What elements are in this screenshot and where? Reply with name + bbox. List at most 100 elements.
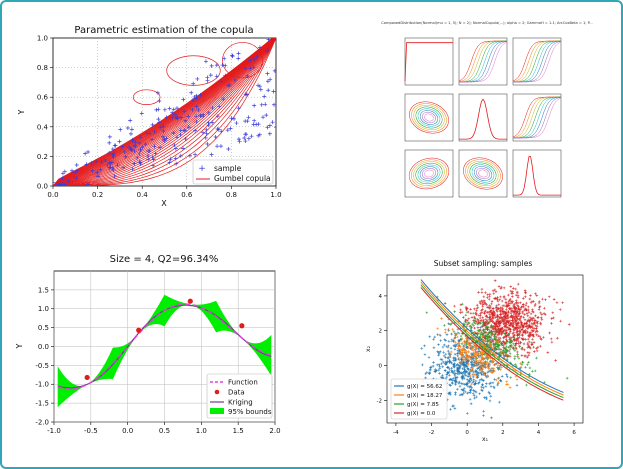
sample-point bbox=[143, 142, 148, 147]
sample-point bbox=[186, 114, 191, 119]
sample-point bbox=[132, 144, 137, 149]
sample-point bbox=[152, 144, 157, 149]
sample-point bbox=[267, 123, 272, 128]
sample-point bbox=[84, 162, 89, 167]
sample-point bbox=[130, 137, 135, 142]
sample-point bbox=[62, 182, 67, 186]
contour-line bbox=[53, 38, 276, 186]
y-tick-label: 4 bbox=[379, 294, 383, 300]
sample-point bbox=[243, 139, 248, 144]
x-tick-label: 0.8 bbox=[226, 191, 237, 199]
pair-panel bbox=[404, 149, 454, 198]
y-tick-label: -1.0 bbox=[35, 381, 49, 389]
threshold-line bbox=[420, 281, 564, 396]
sample-point bbox=[66, 178, 71, 183]
sample-point bbox=[94, 159, 99, 164]
sample-point bbox=[138, 135, 143, 140]
sample-point bbox=[249, 134, 254, 139]
sample-point bbox=[171, 130, 176, 135]
copula-xlabel: X bbox=[161, 199, 167, 208]
sample-point bbox=[175, 135, 180, 140]
contour-line bbox=[53, 38, 275, 186]
x-tick-label: 2.0 bbox=[269, 427, 280, 435]
y-tick-label: 0.2 bbox=[37, 153, 48, 161]
pairplot-title: ComposedDistribution(Normal(mu = 1, 5); … bbox=[381, 21, 592, 25]
sample-point bbox=[265, 79, 270, 84]
sample-point bbox=[153, 151, 158, 156]
sample-point bbox=[151, 157, 156, 162]
threshold-line bbox=[420, 279, 564, 393]
y-tick-label: 0.0 bbox=[37, 182, 48, 190]
sample-point bbox=[107, 140, 112, 145]
subset-legend: g(X) = 56.62 g(X) = 18.27 g(X) = 7.85 g(… bbox=[390, 378, 448, 420]
y-tick-label: 0.5 bbox=[38, 324, 49, 332]
sample-point bbox=[246, 115, 251, 120]
contour-line bbox=[53, 38, 275, 186]
sample-point bbox=[209, 63, 214, 68]
sample-point bbox=[214, 74, 219, 79]
contour-line bbox=[53, 38, 276, 186]
sample-point bbox=[137, 151, 142, 156]
sample-point bbox=[170, 110, 175, 115]
sample-point bbox=[133, 143, 138, 148]
sample-point bbox=[270, 120, 275, 125]
sample-point bbox=[111, 152, 116, 157]
sample-point bbox=[206, 120, 211, 125]
sample-point bbox=[147, 131, 152, 136]
sample-point bbox=[107, 150, 112, 155]
y-tick-label: 1.0 bbox=[38, 305, 49, 313]
sample-point bbox=[251, 65, 256, 70]
sample-point bbox=[138, 160, 143, 165]
sample-point bbox=[273, 125, 276, 130]
sample-point bbox=[244, 92, 249, 97]
threshold-line bbox=[420, 287, 564, 401]
sample-point bbox=[150, 155, 155, 160]
contour-line bbox=[53, 38, 276, 186]
sample-point bbox=[86, 150, 91, 155]
sample-point bbox=[174, 115, 179, 120]
contour-line bbox=[53, 38, 276, 186]
pair-panel bbox=[404, 93, 454, 142]
legend-g1: g(X) = 56.62 bbox=[407, 384, 442, 390]
sample-point bbox=[209, 152, 214, 157]
legend-g2: g(X) = 18.27 bbox=[407, 393, 443, 399]
sample-point bbox=[128, 118, 133, 123]
sample-point bbox=[162, 107, 167, 112]
sample-point bbox=[246, 136, 251, 141]
sample-point bbox=[248, 66, 253, 71]
sample-point bbox=[167, 160, 172, 165]
sample-point bbox=[248, 58, 253, 63]
sample-point bbox=[128, 131, 133, 136]
sample-point bbox=[206, 110, 211, 115]
kriging-ylabel: Y bbox=[15, 343, 24, 349]
legend-data: Data bbox=[228, 389, 245, 397]
sample-point bbox=[170, 115, 175, 120]
sample-point bbox=[205, 78, 210, 83]
sample-point bbox=[236, 56, 241, 61]
kriging-legend: Function Data Kriging 95% bounds bbox=[206, 373, 273, 419]
sample-point bbox=[254, 54, 259, 59]
y-tick-label: 2 bbox=[379, 329, 383, 335]
contour-line bbox=[53, 38, 275, 186]
contour-line bbox=[53, 38, 276, 186]
sample-point bbox=[223, 63, 228, 68]
sample-point bbox=[265, 125, 270, 130]
sample-point bbox=[194, 119, 199, 124]
sample-point bbox=[111, 167, 116, 172]
legend-gumbel: Gumbel copula bbox=[214, 174, 271, 183]
sample-point bbox=[232, 116, 237, 121]
sample-point bbox=[85, 182, 90, 186]
x-tick-label: 0.5 bbox=[159, 427, 170, 435]
sample-point bbox=[205, 75, 210, 80]
sample-point bbox=[210, 120, 215, 125]
sample-point bbox=[190, 97, 195, 102]
sample-point bbox=[213, 135, 218, 140]
sample-point bbox=[111, 155, 116, 160]
contour-loop bbox=[222, 42, 263, 79]
pair-panel bbox=[404, 37, 454, 86]
subset-ticks: -4 -2 0 2 4 6 -2 0 2 4 bbox=[377, 294, 577, 436]
sample-point bbox=[69, 168, 74, 173]
sample-point bbox=[145, 153, 150, 158]
sample-point bbox=[150, 137, 155, 142]
